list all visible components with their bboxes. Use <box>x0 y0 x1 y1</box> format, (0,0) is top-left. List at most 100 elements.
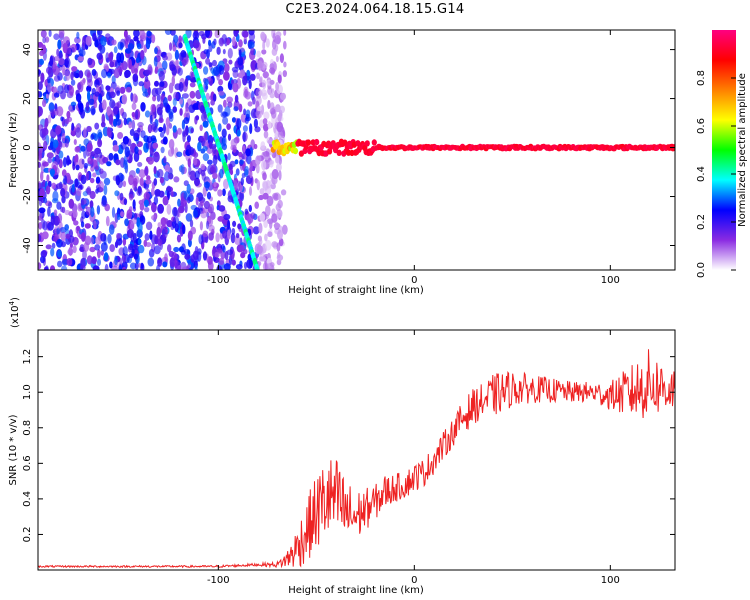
noise-blob <box>90 133 95 140</box>
noise-blob <box>68 104 72 111</box>
noise-blob <box>78 70 84 79</box>
noise-blob <box>249 257 253 269</box>
noise-blob <box>258 222 263 234</box>
noise-blob <box>132 73 139 82</box>
noise-blob <box>206 220 209 230</box>
noise-blob <box>151 121 158 131</box>
noise-blob <box>71 66 78 72</box>
noise-blob <box>227 219 231 230</box>
noise-blob <box>70 79 76 86</box>
noise-blob <box>38 222 43 230</box>
noise-blob <box>186 135 191 143</box>
noise-blob <box>53 33 60 40</box>
noise-blob <box>168 82 174 94</box>
noise-blob <box>279 105 286 114</box>
noise-blob <box>64 69 71 81</box>
noise-blob <box>257 60 263 71</box>
noise-blob <box>133 30 140 38</box>
noise-blob <box>197 141 202 152</box>
noise-blob <box>80 221 85 228</box>
noise-blob <box>234 94 239 103</box>
x-tick-label: 100 <box>601 275 620 286</box>
noise-blob <box>81 158 85 165</box>
noise-blob <box>208 232 214 241</box>
noise-blob <box>262 79 267 90</box>
y-tick-label: 0 <box>22 144 33 150</box>
noise-blob <box>137 162 143 167</box>
noise-blob <box>162 261 168 268</box>
noise-blob <box>140 130 146 139</box>
noise-blob <box>94 39 99 48</box>
y-tick-label: 1.0 <box>22 384 33 400</box>
noise-blob <box>275 163 282 172</box>
noise-blob <box>108 152 114 161</box>
noise-blob <box>121 94 128 105</box>
noise-blob <box>205 92 210 101</box>
noise-blob <box>202 251 208 261</box>
noise-blob <box>266 195 274 207</box>
noise-blob <box>188 165 192 176</box>
noise-blob <box>143 199 149 208</box>
noise-blob <box>164 171 170 182</box>
noise-blob <box>120 211 125 218</box>
noise-blob <box>157 222 162 228</box>
noise-blob <box>239 190 245 202</box>
noise-blob <box>39 187 45 198</box>
noise-blob <box>182 266 188 270</box>
noise-blob <box>199 105 205 114</box>
noise-blob <box>162 136 168 145</box>
noise-blob <box>101 68 108 79</box>
noise-blob <box>283 40 287 50</box>
noise-blob <box>208 39 212 47</box>
noise-blob <box>77 82 82 91</box>
noise-blob <box>263 130 269 139</box>
snr-series-line <box>38 349 675 569</box>
noise-blob <box>144 69 151 75</box>
noise-blob <box>136 43 142 50</box>
noise-blob <box>49 55 54 67</box>
noise-blob <box>124 69 131 78</box>
noise-blob <box>164 253 168 263</box>
noise-blob <box>87 156 94 165</box>
noise-blob <box>242 131 246 143</box>
noise-blob <box>57 39 62 50</box>
noise-blob <box>66 110 71 119</box>
noise-blob <box>133 151 140 162</box>
noise-blob <box>64 58 69 66</box>
noise-blob <box>153 166 157 175</box>
noise-blob <box>164 30 172 35</box>
y-tick-label: 1.2 <box>22 349 33 365</box>
noise-blob <box>212 172 218 180</box>
noise-blob <box>109 68 115 75</box>
noise-blob <box>253 118 258 129</box>
noise-blob <box>217 172 221 183</box>
noise-blob <box>42 99 47 108</box>
noise-blob <box>72 210 78 218</box>
noise-blob <box>162 195 169 206</box>
noise-blob <box>61 206 66 214</box>
noise-blob <box>264 233 268 242</box>
noise-blob <box>234 159 239 165</box>
noise-blob <box>215 232 220 243</box>
noise-blob <box>133 36 139 42</box>
noise-blob <box>42 161 49 167</box>
noise-blob <box>109 244 115 253</box>
noise-blob <box>205 30 210 38</box>
noise-blob <box>145 221 153 231</box>
noise-blob <box>244 91 252 100</box>
noise-blob <box>257 155 261 163</box>
noise-blob <box>277 130 284 139</box>
noise-blob <box>60 116 64 122</box>
noise-blob <box>257 106 262 112</box>
noise-blob <box>220 111 228 118</box>
noise-blob <box>124 48 132 54</box>
noise-blob <box>48 30 52 37</box>
noise-blob <box>223 71 230 81</box>
noise-blob <box>61 169 67 177</box>
noise-blob <box>115 159 121 166</box>
noise-blob <box>262 192 269 200</box>
noise-blob <box>131 248 135 256</box>
noise-blob <box>283 61 287 68</box>
noise-blob <box>137 127 141 133</box>
